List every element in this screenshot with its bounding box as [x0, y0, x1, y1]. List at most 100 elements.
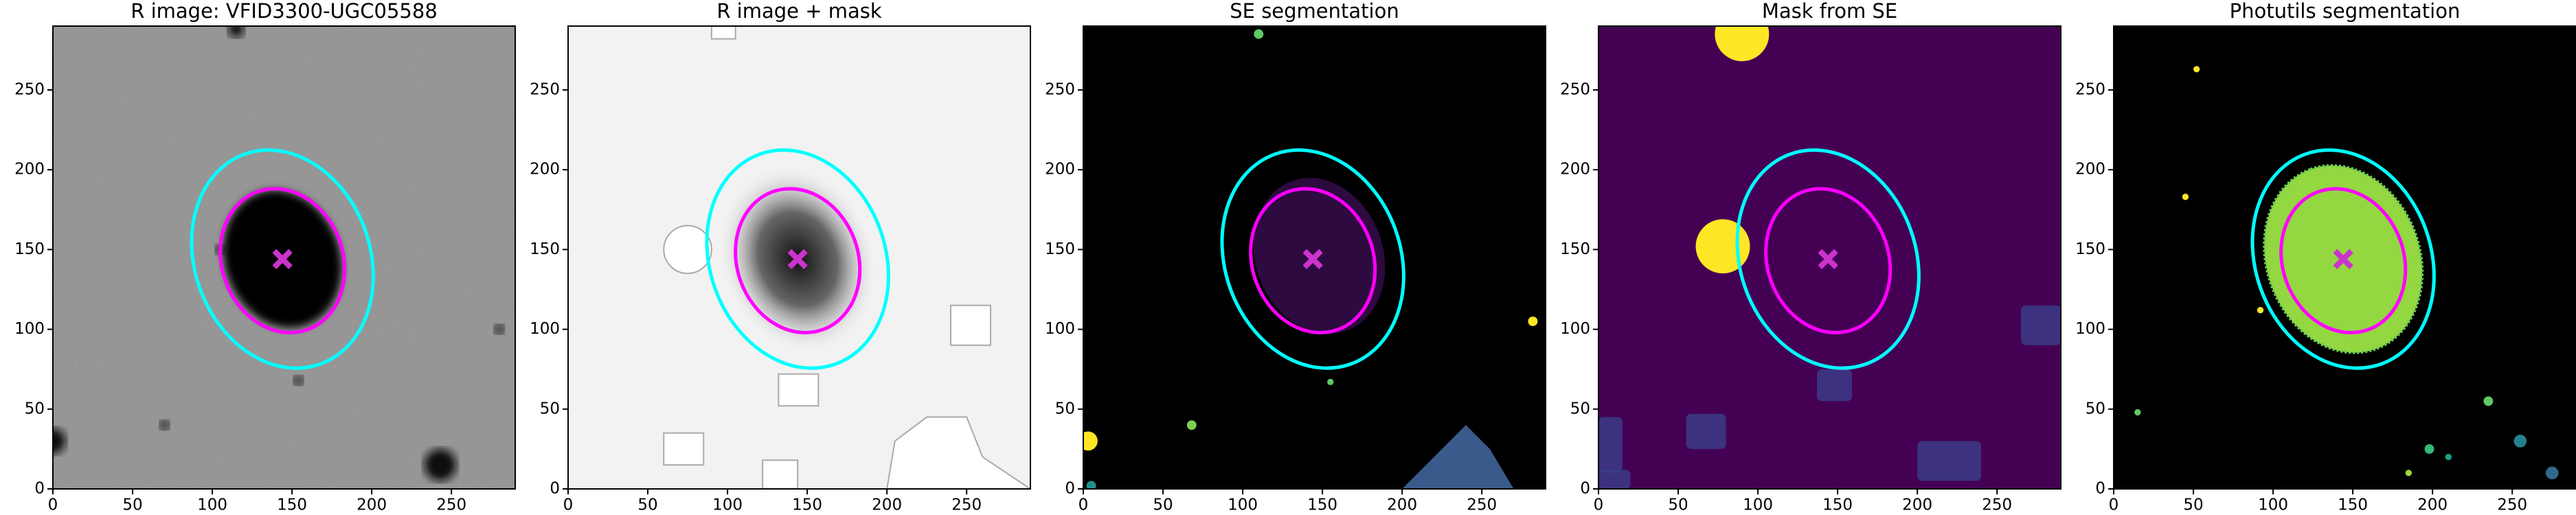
y-tick-label: 50 [540, 400, 560, 417]
x-tick-label: 150 [1307, 496, 1337, 514]
center-marker [272, 249, 293, 269]
aperture-ellipse [734, 187, 862, 334]
x-tick-label: 150 [1822, 496, 1853, 514]
segment [1083, 431, 1098, 451]
y-tick-label: 200 [1045, 161, 1075, 179]
y-tick-label: 50 [1055, 400, 1075, 417]
mask-region [2020, 305, 2061, 345]
mask-region [778, 373, 820, 407]
mask-region [1816, 369, 1852, 402]
y-tick-label: 100 [1560, 320, 1590, 338]
segment [2445, 453, 2452, 461]
y-tick-label: 50 [1570, 400, 1590, 417]
y-tick-label: 250 [14, 80, 45, 98]
segment [1327, 378, 1334, 385]
star [159, 420, 170, 430]
aperture-ellipse [1249, 187, 1377, 334]
y-tick-label: 200 [14, 161, 45, 179]
y-tick-label: 250 [530, 80, 560, 98]
y-tick-label: 0 [34, 480, 45, 498]
mask-region [710, 26, 736, 40]
y-tick-label: 50 [2086, 400, 2105, 417]
center-marker [1302, 249, 1323, 269]
panel: Mask from SE 0 50 100 150 200 250 0 50 100 150 200 2… [1560, 0, 2061, 514]
aperture-ellipse [705, 148, 890, 370]
y-tick-label: 150 [530, 240, 560, 258]
y-tick-label: 250 [1045, 80, 1075, 98]
image [1598, 26, 2061, 489]
x-tick-label: 250 [951, 496, 982, 514]
x-tick-label: 200 [1902, 496, 1932, 514]
image [1083, 26, 1546, 489]
x-tick-label: 100 [712, 496, 743, 514]
segment [2513, 434, 2527, 448]
mask-region [663, 432, 705, 466]
x-tick-label: 50 [1668, 496, 1688, 514]
mask-region [1598, 417, 1623, 473]
y-tick-label: 0 [1065, 480, 1075, 498]
x-tick-label: 0 [1594, 496, 1604, 514]
x-tick-label: 100 [1743, 496, 1773, 514]
aperture-ellipse [2279, 187, 2408, 334]
star [53, 428, 66, 454]
x-tick-label: 200 [872, 496, 902, 514]
segment [1528, 317, 1538, 326]
x-tick-label: 50 [122, 496, 142, 514]
panel: R image + mask 0 50 100 150 200 250 0 50 100 150 20… [530, 0, 1031, 514]
star [424, 448, 457, 481]
panel: Photutils segmentation 0 50 100 150 200 250 0 50… [2075, 0, 2576, 514]
axes-frame [2113, 25, 2576, 490]
aperture-ellipse [218, 187, 347, 334]
segment [2424, 444, 2434, 454]
x-tick-label: 50 [637, 496, 657, 514]
y-tick-label: 100 [2075, 320, 2105, 338]
aperture-ellipse [1220, 148, 1405, 370]
y-tick-label: 150 [1045, 240, 1075, 258]
x-tick-label: 150 [2338, 496, 2368, 514]
y-tick-label: 200 [2075, 161, 2105, 179]
center-marker [2333, 249, 2353, 269]
panel-title: SE segmentation [1230, 0, 1399, 23]
segment [2257, 307, 2264, 314]
image [53, 26, 515, 489]
segment [1086, 481, 1096, 489]
panel: R image: VFID3300-UGC05588 0 50 100 150 200 25… [14, 0, 516, 514]
panel-title: R image + mask [716, 0, 882, 23]
x-tick-label: 250 [1467, 496, 1497, 514]
y-tick-label: 0 [1580, 480, 1590, 498]
y-tick-label: 200 [1560, 161, 1590, 179]
segment [2182, 194, 2189, 201]
x-tick-label: 250 [2497, 496, 2527, 514]
x-tick-label: 100 [1228, 496, 1258, 514]
mask-region [1917, 441, 1981, 481]
axes-frame [1598, 25, 2061, 490]
y-tick-label: 250 [2075, 80, 2105, 98]
y-tick-label: 200 [530, 161, 560, 179]
segment [1254, 29, 1264, 39]
y-tick-label: 100 [1045, 320, 1075, 338]
y-tick-label: 0 [550, 480, 560, 498]
x-tick-label: 250 [436, 496, 466, 514]
x-tick-label: 100 [197, 496, 227, 514]
panel-title: Mask from SE [1762, 0, 1897, 23]
segment [2134, 409, 2141, 416]
x-tick-label: 50 [2183, 496, 2203, 514]
mask-region [886, 416, 1030, 489]
segment [1402, 425, 1514, 489]
aperture-ellipse [2250, 148, 2436, 370]
panel-title: Photutils segmentation [2230, 0, 2461, 23]
mask-blob [1695, 219, 1750, 274]
mask-region [663, 225, 712, 275]
star [228, 26, 245, 38]
panel-title: R image: VFID3300-UGC05588 [131, 0, 438, 23]
x-tick-label: 0 [48, 496, 58, 514]
x-tick-label: 250 [1982, 496, 2012, 514]
x-tick-label: 200 [1387, 496, 1417, 514]
segment [2405, 470, 2412, 477]
axes-frame [567, 25, 1031, 490]
segment [1186, 420, 1197, 430]
x-tick-label: 200 [357, 496, 387, 514]
x-tick-label: 100 [2258, 496, 2288, 514]
y-tick-label: 250 [1560, 80, 1590, 98]
